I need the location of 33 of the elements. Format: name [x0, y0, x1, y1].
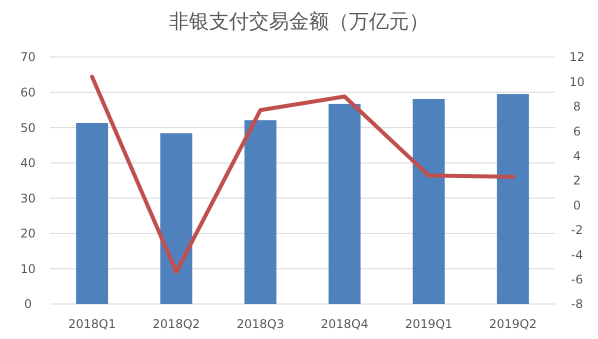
bar: [160, 133, 192, 304]
bar: [244, 120, 276, 304]
y-tick-label: 60: [20, 85, 36, 100]
y-tick-label: 40: [20, 156, 36, 170]
x-tick-label: 2018Q2: [152, 317, 200, 331]
y2-tick-label: -6: [571, 272, 583, 286]
y2-tick-label: 12: [569, 50, 585, 64]
y-tick-label: 30: [20, 191, 36, 206]
x-tick-label: 2018Q3: [236, 317, 284, 331]
y2-tick-label: 4: [573, 149, 581, 163]
y2-tick-label: 2: [573, 174, 581, 188]
y2-tick-label: -8: [571, 297, 583, 312]
x-tick-label: 2019Q1: [404, 317, 453, 331]
line-series: [90, 74, 515, 274]
bar: [496, 94, 529, 304]
y2-tick-label: 8: [573, 100, 581, 114]
x-tick-label: 2018Q4: [320, 317, 368, 331]
y2-tick-label: 10: [569, 74, 585, 89]
y2-tick-label: 6: [573, 124, 581, 138]
bar: [76, 122, 108, 304]
y2-tick-label: 0: [573, 198, 581, 212]
y-tick-label: 70: [20, 50, 36, 64]
y-tick-label: 0: [24, 297, 32, 312]
bar: [328, 104, 361, 304]
x-tick-label: 2019Q2: [489, 317, 537, 331]
bar: [412, 98, 445, 304]
y-tick-label: 10: [20, 262, 36, 276]
y2-tick-label: -2: [571, 223, 583, 238]
chart-title: 非银支付交易金额（万亿元）: [169, 9, 429, 33]
x-tick-label: 2018Q1: [68, 317, 116, 331]
y-tick-label: 50: [20, 120, 36, 135]
y-tick-label: 20: [20, 226, 36, 241]
y2-tick-label: -4: [571, 248, 583, 262]
